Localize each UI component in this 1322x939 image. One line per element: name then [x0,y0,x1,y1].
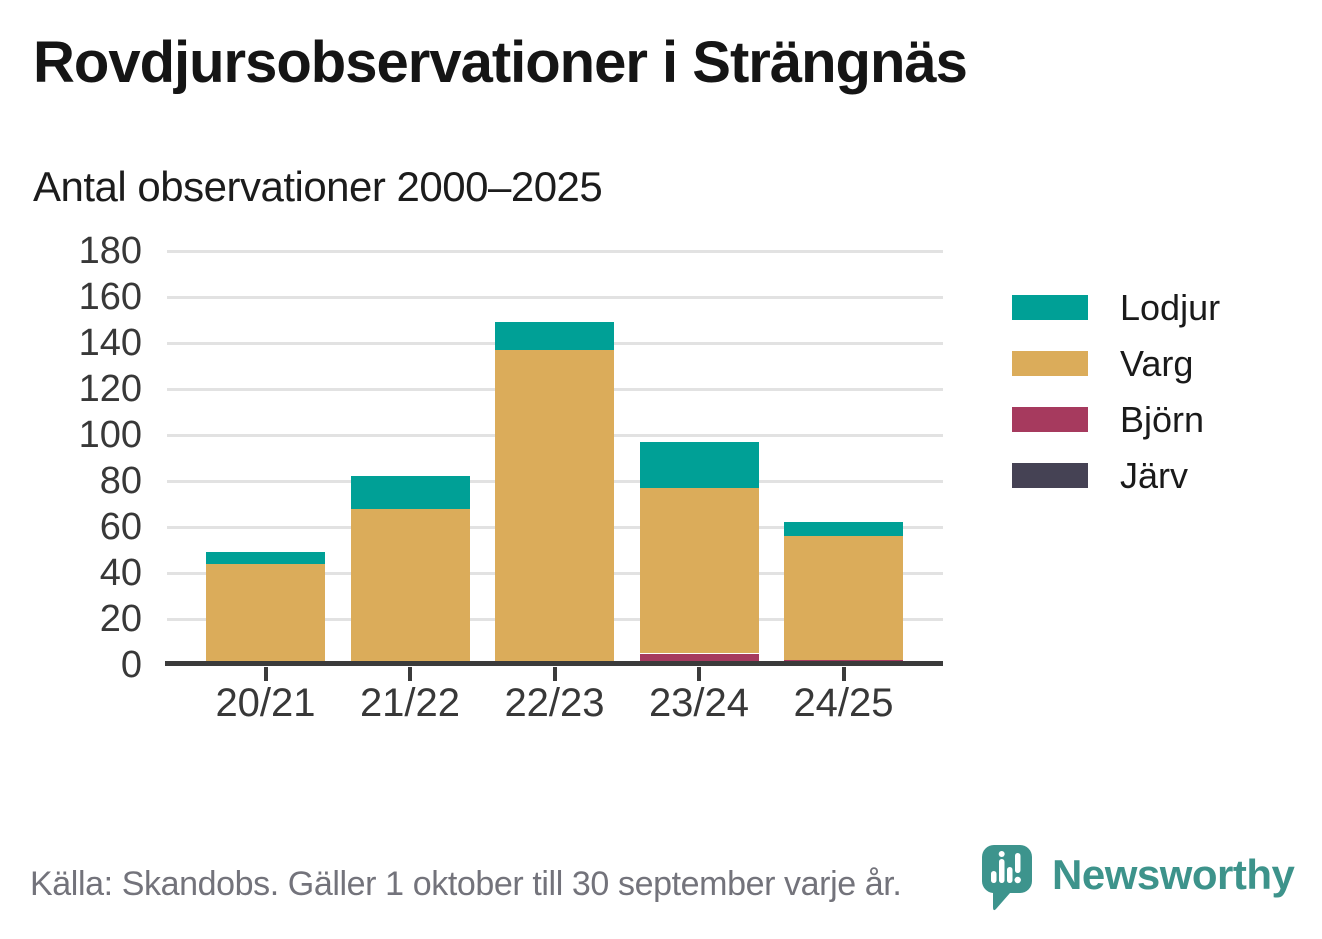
legend-item-varg: Varg [1012,343,1220,384]
y-tick-label-160: 160 [78,276,142,318]
x-tick-label-24-25: 24/25 [793,681,894,725]
x-tick-20-21 [263,667,268,681]
legend-label: Björn [1120,398,1205,440]
bar-20-21-lodjur [206,552,325,564]
x-tick-23-24 [697,667,701,681]
gridline-180 [167,249,943,253]
x-tick-21-22 [408,667,412,681]
x-tick-24-25 [841,667,846,681]
x-tick-22-23 [552,667,557,681]
bar-21-22-varg [350,508,470,665]
x-tick-label-20-21: 20/21 [215,681,316,725]
bar-22-23-varg [495,349,614,665]
bar-24-25-varg [784,536,903,661]
y-tick-label-140: 140 [78,322,142,364]
source-note: Källa: Skandobs. Gäller 1 oktober till 3… [30,865,902,903]
bar-24-25-lodjur [784,522,903,537]
bar-23-24-varg [639,487,759,654]
legend-swatch-bjrn [1012,407,1088,432]
x-tick-label-23-24: 23/24 [648,681,750,725]
bar-23-24-björn [639,653,759,665]
newsworthy-wordmark: Newsworthy [1052,851,1295,898]
y-tick-label-80: 80 [99,460,142,502]
legend-label: Varg [1120,342,1194,384]
page-title: Rovdjursobservationer i Strängnäs [33,30,968,95]
legend-label: Järv [1120,454,1189,496]
newsworthy-logo: Newsworthy [982,845,1295,913]
y-tick-label-60: 60 [99,506,142,548]
y-tick-label-180: 180 [78,230,142,272]
bar-21-22-lodjur [350,476,470,509]
y-tick-label-40: 40 [99,552,142,594]
y-tick-label-120: 120 [78,368,142,410]
y-tick-label-0: 0 [120,644,142,686]
chart-legend: Lodjur Varg Björn Järv [1012,287,1220,519]
gridline-160 [167,295,943,299]
y-tick-label-20: 20 [99,598,142,640]
bar-22-23-lodjur [495,322,614,350]
bar-23-24-lodjur [639,441,759,488]
bar-20-21-varg [206,563,325,665]
x-axis-line [165,661,943,666]
legend-swatch-varg [1012,351,1088,376]
legend-label: Lodjur [1120,286,1221,328]
x-tick-label-22-23: 22/23 [504,681,605,725]
newsworthy-bubble-icon [982,845,1032,911]
legend-swatch-lodjur [1012,295,1088,320]
chart-subtitle: Antal observationer 2000–2025 [33,163,603,210]
legend-item-jrv: Järv [1012,455,1220,496]
y-tick-label-100: 100 [78,414,142,456]
x-tick-label-21-22: 21/22 [359,681,461,725]
legend-item-lodjur: Lodjur [1012,287,1220,328]
legend-swatch-jrv [1012,463,1088,488]
legend-item-bjrn: Björn [1012,399,1220,440]
